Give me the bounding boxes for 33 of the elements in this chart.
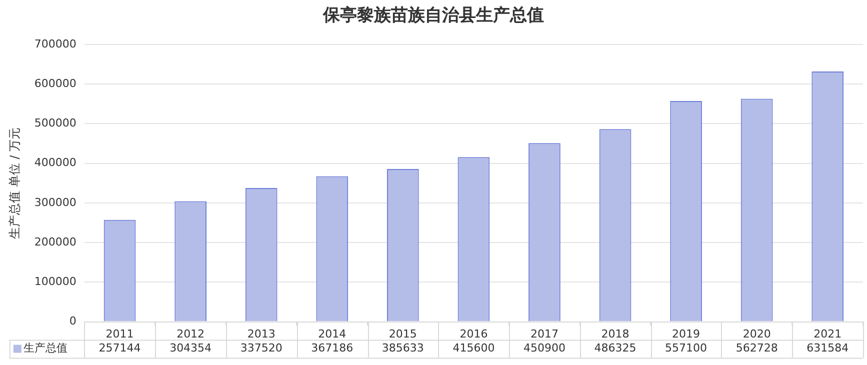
chart-title: 保亭黎族苗族自治县生产总值 (322, 6, 544, 26)
x-tick-label: 2018 (601, 327, 630, 340)
data-label: 304354 (170, 342, 212, 355)
y-axis-title: 生产总值 单位 / 万元 (7, 127, 22, 239)
y-tick-label: 600000 (34, 76, 76, 90)
y-tick-label: 200000 (34, 235, 76, 248)
x-tick-label: 2012 (176, 327, 205, 340)
x-tick-label: 2013 (247, 327, 276, 340)
x-tick-label: 2015 (388, 327, 417, 340)
data-label: 415600 (452, 342, 495, 355)
y-tick-label: 0 (69, 314, 76, 328)
y-tick-label: 300000 (34, 196, 76, 209)
data-label: 486325 (594, 342, 636, 355)
y-tick-label: 500000 (34, 116, 76, 130)
y-tick-label: 400000 (34, 156, 76, 170)
x-tick-label: 2017 (530, 327, 558, 340)
data-label: 557100 (665, 342, 708, 355)
data-label: 257144 (98, 342, 141, 355)
y-tick-label: 700000 (34, 37, 76, 50)
x-tick-label: 2014 (318, 327, 346, 340)
x-tick-label: 2020 (742, 327, 771, 340)
data-label: 450900 (523, 342, 566, 355)
x-tick-label: 2019 (672, 327, 700, 340)
data-label: 367186 (311, 342, 354, 355)
x-tick-label: 2016 (460, 327, 488, 340)
x-tick-label: 2011 (106, 327, 134, 340)
data-label: 337520 (240, 342, 282, 355)
data-label: 631584 (806, 342, 849, 355)
data-label: 385633 (382, 342, 424, 355)
y-tick-label: 100000 (34, 275, 76, 288)
data-label: 562728 (736, 342, 778, 355)
legend-label: 生产总值 (23, 342, 68, 355)
x-tick-label: 2021 (814, 327, 842, 340)
